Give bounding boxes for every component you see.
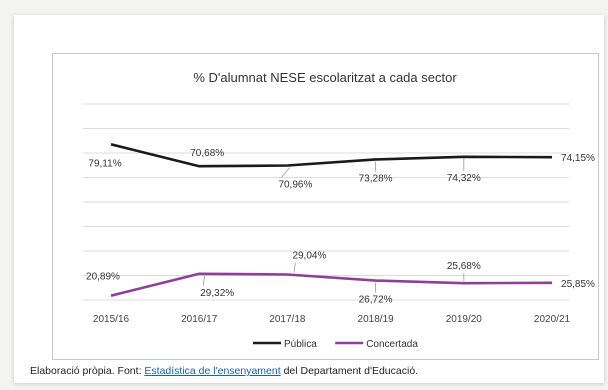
data-label: 70,68%: [190, 148, 224, 159]
source-caption: Elaboració pròpia. Font: Estadística de …: [30, 365, 418, 377]
series-line-publica: [110, 143, 553, 168]
leader-line: [293, 262, 296, 273]
leader-line: [202, 275, 205, 286]
data-label: 26,72%: [359, 295, 393, 306]
data-label: 74,15%: [561, 153, 595, 164]
data-label: 29,04%: [292, 250, 326, 261]
x-tick-label: 2019/20: [446, 314, 483, 325]
data-label: 25,85%: [561, 279, 595, 290]
leader-line: [281, 167, 291, 178]
legend: Pública Concertada: [253, 339, 418, 350]
series-line-concertada: [110, 272, 553, 297]
x-tick-label: 2016/17: [181, 314, 218, 325]
legend-label: Pública: [284, 339, 317, 350]
x-tick-label: 2017/18: [269, 314, 306, 325]
data-labels: 79,11% 70,68% 70,96% 73,28% 74,32% 74,15% 20,8…: [86, 148, 595, 305]
line-chart: % D'alumnat NESE escolaritzat a cada sec…: [83, 70, 595, 350]
x-tick-label: 2015/16: [93, 314, 130, 325]
x-tick-label: 2018/19: [358, 314, 395, 325]
caption-prefix: Elaboració pròpia. Font:: [30, 365, 145, 377]
caption-suffix: del Departament d'Educació.: [280, 365, 419, 377]
data-label: 74,32%: [447, 173, 481, 184]
data-label: 70,96%: [278, 180, 312, 191]
x-tick-label: 2020/21: [534, 314, 571, 325]
grid-lines: [83, 103, 569, 301]
data-label: 20,89%: [86, 272, 120, 283]
chart-title: % D'alumnat NESE escolaritzat a cada sec…: [193, 70, 457, 85]
data-label: 29,32%: [200, 288, 234, 299]
x-tick-labels: 2015/16 2016/17 2017/18 2018/19 2019/20 2020/…: [93, 314, 571, 325]
source-link[interactable]: Estadística de l'ensenyament: [144, 365, 281, 377]
series-lines: [110, 143, 553, 297]
chart-frame: % D'alumnat NESE escolaritzat a cada sec…: [52, 53, 599, 360]
legend-label: Concertada: [366, 339, 418, 350]
data-label: 25,68%: [447, 261, 481, 272]
data-label: 79,11%: [88, 158, 121, 169]
chart-card: % D'alumnat NESE escolaritzat a cada sec…: [14, 15, 604, 383]
data-label: 73,28%: [359, 173, 393, 184]
